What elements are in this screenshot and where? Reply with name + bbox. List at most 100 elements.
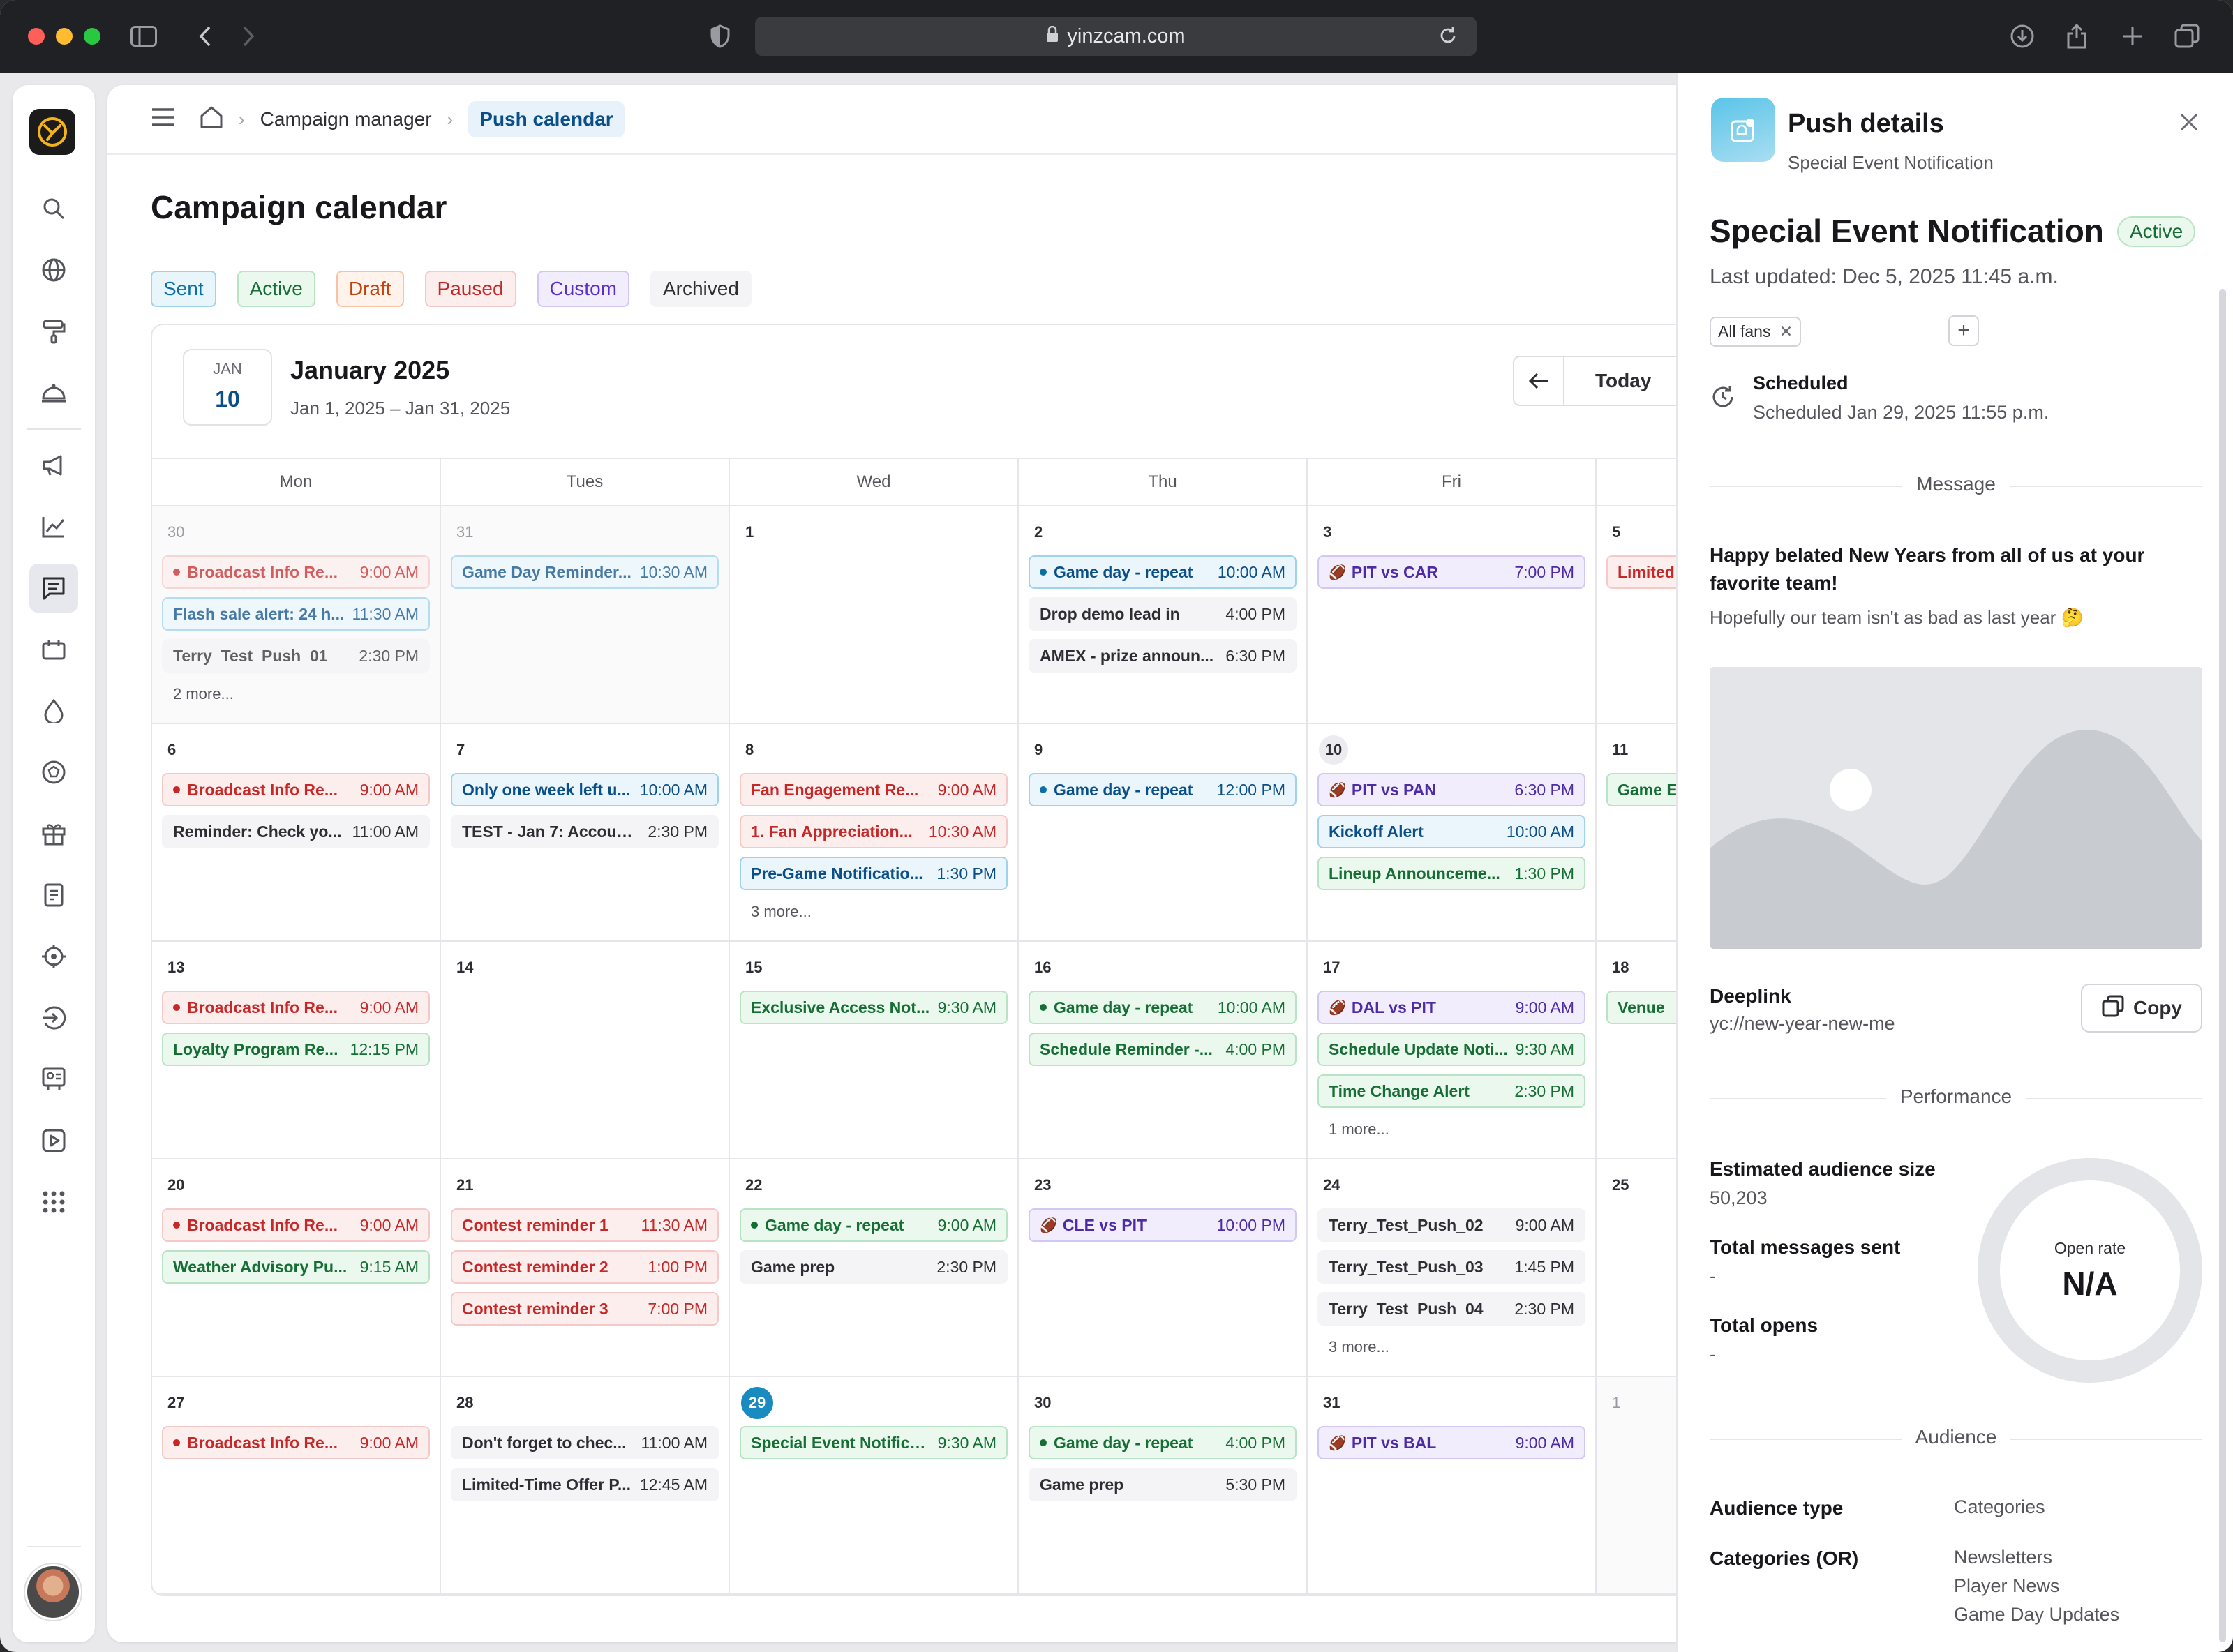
push-event[interactable]: Exclusive Access Not... 9:30 AM <box>740 991 1008 1024</box>
push-event[interactable]: TEST - Jan 7: Account... 2:30 PM <box>451 815 719 848</box>
calendar-day-cell[interactable]: 17 🏈 DAL vs PIT 9:00 AM Schedule Update Noti… <box>1308 942 1597 1159</box>
calendar-day-cell[interactable]: 25 <box>1597 1159 1678 1377</box>
push-event[interactable]: Flash sale alert: 24 h... 11:30 AM <box>162 597 430 631</box>
download-icon[interactable] <box>2007 21 2038 52</box>
push-event[interactable]: AMEX - prize announ... 6:30 PM <box>1029 639 1297 673</box>
calendar-day-cell[interactable]: 10 🏈 PIT vs PAN 6:30 PM Kickoff Alert 10:00 A… <box>1308 724 1597 942</box>
push-event[interactable]: 🏈 PIT vs BAL 9:00 AM <box>1317 1426 1585 1459</box>
push-event[interactable]: Terry_Test_Push_03 1:45 PM <box>1317 1250 1585 1284</box>
push-event[interactable]: Schedule Update Noti... 9:30 AM <box>1317 1032 1585 1066</box>
push-event[interactable]: Game day - repeat 10:00 AM <box>1029 555 1297 589</box>
calendar-day-cell[interactable]: 5 Limited <box>1597 506 1678 724</box>
push-event[interactable]: Special Event Notifica... 9:30 AM <box>740 1426 1008 1459</box>
calendar-day-cell[interactable]: 24 Terry_Test_Push_02 9:00 AM Terry_Test_Pu… <box>1308 1159 1597 1377</box>
globe-icon[interactable] <box>29 246 78 294</box>
push-event[interactable]: Game day - repeat 9:00 AM <box>740 1208 1008 1242</box>
app-logo[interactable] <box>29 109 75 155</box>
forward-icon[interactable] <box>233 21 264 52</box>
legend-sent[interactable]: Sent <box>151 271 216 307</box>
push-messages-icon[interactable] <box>29 564 78 613</box>
tab-overview-icon[interactable] <box>2172 21 2202 52</box>
push-event[interactable]: Broadcast Info Re... 9:00 AM <box>162 1426 430 1459</box>
calendar-day-cell[interactable]: 21 Contest reminder 1 11:30 AM Contest remi… <box>441 1159 730 1377</box>
push-event[interactable]: Don't forget to chec... 11:00 AM <box>451 1426 719 1459</box>
push-event[interactable]: Contest reminder 1 11:30 AM <box>451 1208 719 1242</box>
close-window-button[interactable] <box>28 28 45 45</box>
push-event[interactable]: 🏈 CLE vs PIT 10:00 PM <box>1029 1208 1297 1242</box>
cloche-icon[interactable] <box>29 368 78 417</box>
push-event[interactable]: Contest reminder 2 1:00 PM <box>451 1250 719 1284</box>
sign-in-icon[interactable] <box>29 993 78 1042</box>
sidebar-toggle-icon[interactable] <box>128 21 159 52</box>
add-tag-button[interactable]: + <box>1948 315 1979 346</box>
push-event[interactable]: Game E <box>1606 773 1678 806</box>
previous-month-button[interactable] <box>1514 357 1564 405</box>
more-events-link[interactable]: 3 more... <box>1329 1338 1389 1356</box>
push-event[interactable]: Only one week left u... 10:00 AM <box>451 773 719 806</box>
today-button[interactable]: Today <box>1595 370 1652 391</box>
calendar-day-cell[interactable]: 31 🏈 PIT vs BAL 9:00 AM <box>1308 1377 1597 1595</box>
target-icon[interactable] <box>29 932 78 981</box>
calendar-day-cell[interactable]: 29 Special Event Notifica... 9:30 AM <box>730 1377 1019 1595</box>
push-event[interactable]: Game Day Reminder... 10:30 AM <box>451 555 719 589</box>
calendar-day-cell[interactable]: 11 Game E <box>1597 724 1678 942</box>
reload-icon[interactable] <box>1437 25 1458 52</box>
paint-roller-icon[interactable] <box>29 307 78 356</box>
calendar-day-cell[interactable]: 31 Game Day Reminder... 10:30 AM <box>441 506 730 724</box>
soccer-ball-icon[interactable] <box>29 748 78 797</box>
breadcrumb-campaign-manager[interactable]: Campaign manager <box>260 108 432 130</box>
apps-grid-icon[interactable] <box>29 1178 78 1226</box>
gift-icon[interactable] <box>29 809 78 858</box>
push-event[interactable]: Terry_Test_Push_01 2:30 PM <box>162 639 430 673</box>
calendar-day-cell[interactable]: 7 Only one week left u... 10:00 AM TEST - J… <box>441 724 730 942</box>
share-icon[interactable] <box>2061 21 2092 52</box>
push-event[interactable]: Game prep 5:30 PM <box>1029 1468 1297 1501</box>
push-event[interactable]: 🏈 DAL vs PIT 9:00 AM <box>1317 991 1585 1024</box>
calendar-day-cell[interactable]: 8 Fan Engagement Re... 9:00 AM 1. Fan Appre… <box>730 724 1019 942</box>
user-avatar[interactable] <box>25 1564 81 1620</box>
close-icon[interactable] <box>2172 105 2206 140</box>
player-card-icon[interactable] <box>29 1055 78 1104</box>
push-event[interactable]: Game prep 2:30 PM <box>740 1250 1008 1284</box>
push-event[interactable]: Lineup Announceme... 1:30 PM <box>1317 857 1585 890</box>
maximize-window-button[interactable] <box>84 28 100 45</box>
push-event[interactable]: Kickoff Alert 10:00 AM <box>1317 815 1585 848</box>
copy-button[interactable]: Copy <box>2081 984 2202 1032</box>
push-event[interactable]: Game day - repeat 10:00 AM <box>1029 991 1297 1024</box>
push-event[interactable]: Reminder: Check yo... 11:00 AM <box>162 815 430 848</box>
calendar-day-cell[interactable]: 27 Broadcast Info Re... 9:00 AM <box>152 1377 441 1595</box>
push-event[interactable]: Broadcast Info Re... 9:00 AM <box>162 991 430 1024</box>
drawer-scrollbar[interactable] <box>2219 289 2226 1642</box>
push-event[interactable]: 🏈 PIT vs PAN 6:30 PM <box>1317 773 1585 806</box>
push-event[interactable]: Limited <box>1606 555 1678 589</box>
document-icon[interactable] <box>29 871 78 919</box>
push-event[interactable]: Broadcast Info Re... 9:00 AM <box>162 555 430 589</box>
calendar-day-cell[interactable]: 30 Broadcast Info Re... 9:00 AM Flash sale … <box>152 506 441 724</box>
push-event[interactable]: Terry_Test_Push_04 2:30 PM <box>1317 1292 1585 1326</box>
push-event[interactable]: Limited-Time Offer P... 12:45 AM <box>451 1468 719 1501</box>
push-event[interactable]: Drop demo lead in 4:00 PM <box>1029 597 1297 631</box>
search-icon[interactable] <box>29 184 78 233</box>
push-event[interactable]: Loyalty Program Re... 12:15 PM <box>162 1032 430 1066</box>
calendar-day-cell[interactable]: 6 Broadcast Info Re... 9:00 AM Reminder: Ch… <box>152 724 441 942</box>
calendar-day-cell[interactable]: 15 Exclusive Access Not... 9:30 AM <box>730 942 1019 1159</box>
calendar-day-cell[interactable]: 20 Broadcast Info Re... 9:00 AM Weather Adv… <box>152 1159 441 1377</box>
calendar-day-cell[interactable]: 22 Game day - repeat 9:00 AM Game prep 2:30 … <box>730 1159 1019 1377</box>
push-event[interactable]: Venue <box>1606 991 1678 1024</box>
legend-paused[interactable]: Paused <box>424 271 516 307</box>
push-event[interactable]: Broadcast Info Re... 9:00 AM <box>162 1208 430 1242</box>
push-event[interactable]: Game day - repeat 12:00 PM <box>1029 773 1297 806</box>
push-event[interactable]: Broadcast Info Re... 9:00 AM <box>162 773 430 806</box>
calendar-day-cell[interactable]: 18 Venue <box>1597 942 1678 1159</box>
audience-tag[interactable]: All fans ✕ <box>1710 317 1802 347</box>
new-tab-icon[interactable] <box>2117 21 2148 52</box>
push-event[interactable]: 🏈 PIT vs CAR 7:00 PM <box>1317 555 1585 589</box>
drop-icon[interactable] <box>29 686 78 735</box>
push-event[interactable]: 1. Fan Appreciation... 10:30 AM <box>740 815 1008 848</box>
push-event[interactable]: Time Change Alert 2:30 PM <box>1317 1074 1585 1108</box>
legend-custom[interactable]: Custom <box>537 271 629 307</box>
calendar-day-cell[interactable]: 23 🏈 CLE vs PIT 10:00 PM <box>1019 1159 1308 1377</box>
breadcrumb-push-calendar[interactable]: Push calendar <box>468 101 625 137</box>
ticket-icon[interactable] <box>29 625 78 674</box>
legend-draft[interactable]: Draft <box>336 271 404 307</box>
